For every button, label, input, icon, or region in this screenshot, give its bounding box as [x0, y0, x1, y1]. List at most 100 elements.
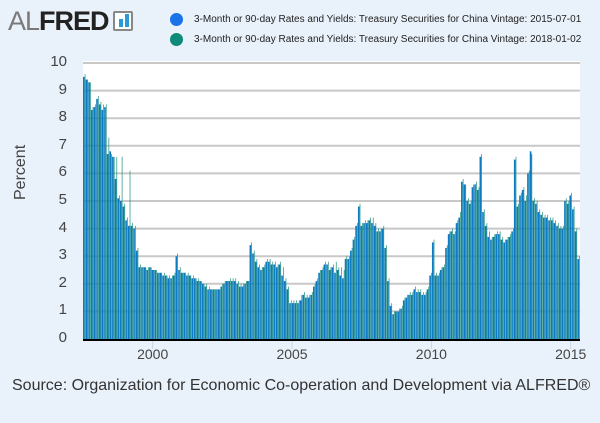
bar-series-2[interactable] — [367, 220, 369, 339]
bar-series-1[interactable] — [101, 109, 104, 339]
bar-series-1[interactable] — [429, 275, 431, 339]
bar-series-1[interactable] — [85, 79, 88, 339]
bar-series-2[interactable] — [193, 275, 194, 339]
bar-series-1[interactable] — [310, 294, 312, 339]
bar-series-2[interactable] — [306, 294, 308, 339]
bar-series-2[interactable] — [203, 283, 205, 339]
bar-series-2[interactable] — [267, 258, 268, 339]
bar-series-1[interactable] — [83, 76, 85, 340]
bar-series-2[interactable] — [436, 272, 438, 339]
bar-series-1[interactable] — [397, 311, 400, 339]
bar-series-1[interactable] — [157, 272, 159, 339]
bar-series-2[interactable] — [161, 272, 163, 339]
bar-series-2[interactable] — [505, 239, 506, 339]
bar-series-2[interactable] — [417, 289, 419, 339]
bar-series-1[interactable] — [291, 303, 294, 339]
bar-series-1[interactable] — [233, 281, 236, 339]
bar-series-1[interactable] — [138, 267, 141, 339]
bar-series-1[interactable] — [312, 286, 315, 339]
bar-series-2[interactable] — [565, 198, 567, 339]
bar-series-1[interactable] — [273, 264, 275, 339]
bar-series-2[interactable] — [412, 292, 414, 339]
bar-series-1[interactable] — [188, 275, 191, 339]
bar-series-1[interactable] — [379, 231, 381, 339]
bar-series-2[interactable] — [354, 236, 356, 339]
bar-series-2[interactable] — [579, 256, 580, 339]
bar-series-1[interactable] — [545, 217, 548, 339]
bar-series-2[interactable] — [394, 311, 395, 339]
bar-series-2[interactable] — [240, 283, 242, 339]
bar-series-2[interactable] — [142, 267, 144, 339]
bar-series-2[interactable] — [264, 264, 266, 339]
bar-series-2[interactable] — [171, 275, 173, 339]
bar-series-1[interactable] — [125, 220, 127, 339]
bar-series-2[interactable] — [457, 220, 459, 339]
bar-series-2[interactable] — [528, 170, 530, 339]
bar-series-1[interactable] — [537, 212, 540, 339]
bar-series-2[interactable] — [164, 272, 165, 339]
bar-series-2[interactable] — [341, 267, 342, 339]
bar-series-2[interactable] — [219, 289, 221, 339]
bar-series-1[interactable] — [424, 294, 426, 339]
legend-item-vintage-2015[interactable]: 3-Month or 90-day Rates and Yields: Trea… — [170, 9, 581, 29]
bar-series-1[interactable] — [151, 270, 154, 339]
bar-series-1[interactable] — [350, 250, 352, 339]
bar-series-1[interactable] — [244, 283, 246, 339]
bar-series-2[interactable] — [407, 294, 408, 339]
bar-series-1[interactable] — [569, 195, 572, 339]
bar-series-2[interactable] — [452, 228, 453, 339]
bar-series-2[interactable] — [515, 156, 517, 339]
bar-series-1[interactable] — [88, 82, 90, 339]
bar-series-1[interactable] — [355, 225, 357, 339]
bar-series-1[interactable] — [204, 286, 207, 339]
bar-series-1[interactable] — [445, 247, 447, 339]
bar-series-2[interactable] — [552, 217, 554, 339]
bar-series-1[interactable] — [384, 247, 387, 339]
bar-series-2[interactable] — [550, 217, 551, 339]
bar-series-2[interactable] — [539, 209, 541, 339]
bar-series-2[interactable] — [425, 292, 427, 339]
bar-series-1[interactable] — [109, 151, 112, 339]
legend-item-vintage-2018[interactable]: 3-Month or 90-day Rates and Yields: Trea… — [170, 29, 581, 49]
bar-series-2[interactable] — [230, 278, 231, 339]
bar-series-2[interactable] — [256, 258, 258, 339]
bar-series-2[interactable] — [362, 223, 363, 339]
bar-series-1[interactable] — [479, 156, 482, 339]
bar-series-2[interactable] — [206, 283, 208, 339]
bar-series-1[interactable] — [90, 109, 93, 339]
bar-series-2[interactable] — [518, 203, 519, 339]
bar-series-2[interactable] — [497, 231, 498, 339]
bar-series-1[interactable] — [130, 225, 133, 339]
bar-series-2[interactable] — [555, 220, 556, 339]
bar-series-1[interactable] — [373, 225, 376, 339]
bar-series-1[interactable] — [268, 261, 270, 339]
bar-series-2[interactable] — [460, 212, 461, 339]
bar-series-2[interactable] — [127, 217, 128, 339]
bar-series-2[interactable] — [526, 195, 527, 339]
bar-series-1[interactable] — [212, 289, 215, 339]
bar-series-2[interactable] — [261, 267, 263, 339]
bar-series-1[interactable] — [466, 201, 468, 339]
bar-series-1[interactable] — [249, 245, 252, 339]
bar-series-1[interactable] — [315, 281, 318, 339]
bar-series-2[interactable] — [576, 228, 578, 339]
bar-series-2[interactable] — [420, 289, 422, 339]
bar-series-2[interactable] — [272, 261, 274, 339]
bar-series-2[interactable] — [534, 198, 535, 339]
bar-series-1[interactable] — [207, 289, 209, 339]
bar-series-2[interactable] — [95, 104, 96, 340]
bar-series-1[interactable] — [252, 253, 254, 339]
bar-series-2[interactable] — [84, 74, 86, 339]
bar-series-2[interactable] — [211, 289, 213, 339]
bar-series-2[interactable] — [481, 154, 482, 339]
bar-series-1[interactable] — [336, 270, 339, 339]
bar-series-2[interactable] — [248, 281, 250, 339]
bar-series-1[interactable] — [191, 278, 194, 339]
bar-series-1[interactable] — [490, 239, 492, 339]
bar-series-2[interactable] — [87, 79, 89, 339]
bar-series-2[interactable] — [465, 184, 467, 339]
bar-series-1[interactable] — [360, 225, 363, 339]
bar-series-1[interactable] — [236, 283, 238, 339]
bar-series-1[interactable] — [323, 264, 326, 339]
bar-series-2[interactable] — [568, 201, 570, 339]
